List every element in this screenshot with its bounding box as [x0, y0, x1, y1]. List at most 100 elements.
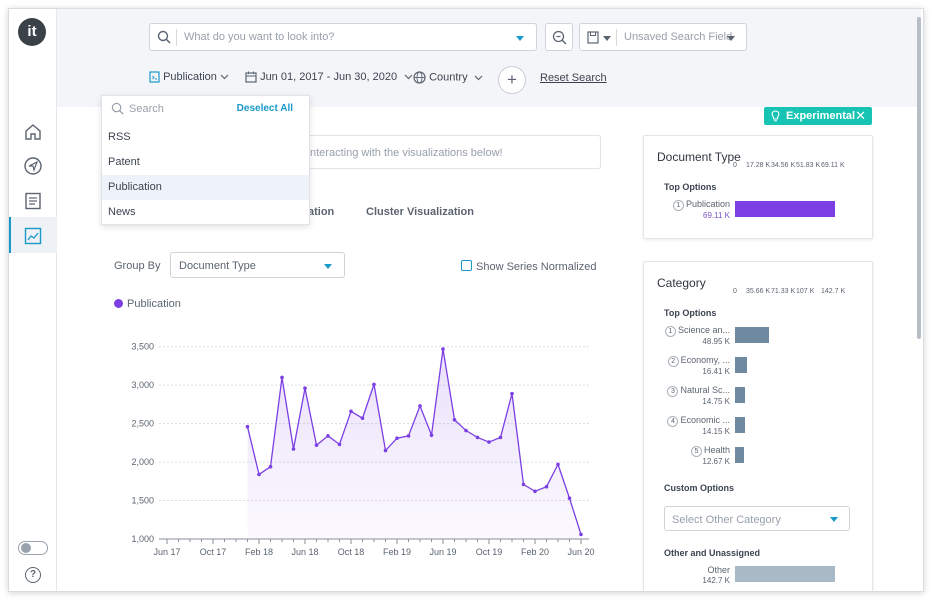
option-name: Health [703, 445, 730, 455]
scale-tick-label: 35.66 K [746, 288, 771, 295]
app-logo[interactable]: it [18, 18, 46, 46]
filter-publication[interactable]: Publication [149, 71, 229, 83]
select-other-category[interactable]: Select Other Category [664, 506, 850, 531]
category-title: Category [657, 276, 706, 290]
option-name: Economic ... [680, 415, 730, 425]
option-label: 1 Publication [664, 199, 730, 211]
option-value: 16.41 K [702, 367, 730, 376]
dropdown-search-input[interactable]: Search Deselect All [102, 96, 309, 122]
help-icon[interactable]: ? [25, 567, 41, 583]
x-tick-label: Oct 19 [476, 547, 503, 557]
publication-timeline-chart[interactable]: 1,000 1,500 2,000 2,500 3,000 3,500 Jun 17 Oct … [99, 329, 599, 561]
data-point [452, 417, 457, 422]
search-input[interactable]: What do you want to look into? [149, 23, 537, 51]
option-label: 2 Economy, ... [664, 355, 730, 367]
option-bar[interactable] [735, 327, 769, 343]
search-header: What do you want to look into? Unsaved S… [57, 9, 921, 107]
scale-tick-label: 17.28 K [746, 162, 771, 169]
series-area [247, 349, 581, 539]
show-series-normalized-checkbox[interactable]: Show Series Normalized [461, 260, 596, 273]
experimental-badge[interactable]: Experimental ✕ [764, 107, 872, 125]
option-bar[interactable] [735, 201, 835, 217]
category-top-options: Top Options [664, 308, 717, 318]
deselect-all-button[interactable]: Deselect All [236, 103, 293, 114]
theme-toggle[interactable] [18, 541, 48, 555]
data-point [349, 409, 353, 414]
save-icon [587, 31, 599, 44]
other-and-unassigned-label: Other and Unassigned [664, 548, 761, 558]
toggle-knob [21, 543, 31, 553]
x-tick-label: Feb 19 [383, 547, 411, 557]
other-label: Other [707, 565, 730, 575]
other-value: 142.7 K [702, 576, 730, 585]
document-list-icon[interactable] [23, 191, 43, 211]
scale-tick-label: 107 K [796, 288, 815, 295]
checkbox-box [461, 260, 472, 271]
option-bar[interactable] [735, 387, 745, 403]
publication-dropdown: Search Deselect All RSS Patent Publicati… [101, 95, 310, 225]
option-value: 48.95 K [702, 337, 730, 346]
nav-active-indicator [9, 217, 57, 253]
chart-analytics-icon[interactable] [23, 226, 43, 246]
data-point [280, 375, 284, 380]
data-point [429, 433, 434, 437]
saved-divider [616, 29, 617, 46]
data-point [418, 404, 422, 408]
vertical-scrollbar[interactable] [917, 17, 921, 339]
data-point [257, 472, 261, 477]
globe-icon [413, 71, 426, 84]
data-point [533, 489, 537, 494]
zoom-search-icon [552, 30, 567, 45]
chevron-down-icon[interactable] [516, 36, 524, 41]
scale-tick-label: 0 [733, 162, 737, 169]
tab-cluster-visualization[interactable]: Cluster Visualization [366, 206, 474, 218]
advanced-search-button[interactable] [545, 23, 573, 51]
chevron-down-icon [603, 36, 611, 41]
x-tick-label: Jun 19 [429, 547, 456, 557]
y-tick-label: 2,500 [131, 419, 154, 429]
data-point [475, 435, 480, 440]
rank-badge: 4 [667, 416, 679, 427]
close-icon[interactable]: ✕ [855, 108, 866, 123]
info-text: nteracting with the visualizations below… [310, 147, 503, 159]
option-label: 5 Health [664, 445, 730, 457]
chart-legend[interactable]: Publication [114, 298, 181, 310]
dropdown-option-patent[interactable]: Patent [108, 156, 140, 168]
filter-country[interactable]: Country [413, 71, 483, 84]
rank-badge: 3 [667, 386, 679, 397]
rank-badge: 2 [667, 356, 679, 367]
y-tick-label: 3,000 [131, 380, 154, 390]
data-point [544, 484, 549, 489]
data-point [556, 462, 560, 467]
option-bar[interactable] [735, 417, 745, 433]
dropdown-option-publication[interactable]: Publication [102, 175, 309, 200]
search-icon [111, 102, 124, 115]
x-tick-label: Oct 17 [200, 547, 227, 557]
document-type-title: Document Type [657, 150, 741, 164]
data-point [314, 443, 319, 447]
filter-date-range[interactable]: Jun 01, 2017 - Jun 30, 2020 [245, 71, 413, 83]
saved-search-field[interactable]: Unsaved Search Field [579, 23, 747, 51]
y-tick-label: 1,500 [131, 496, 154, 506]
reset-search-link[interactable]: Reset Search [540, 72, 607, 84]
home-icon[interactable] [23, 122, 43, 142]
dropdown-option-rss[interactable]: RSS [108, 131, 131, 143]
group-by-select[interactable]: Document Type [170, 252, 345, 278]
add-filter-button[interactable]: + [498, 66, 526, 94]
left-sidebar: it ? [9, 9, 57, 591]
option-bar[interactable] [735, 357, 747, 373]
other-bar[interactable] [735, 566, 835, 582]
calendar-icon [245, 71, 257, 83]
x-tick-label: Feb 18 [245, 547, 273, 557]
experimental-label: Experimental [786, 110, 856, 122]
custom-select-placeholder: Select Other Category [672, 514, 781, 526]
dropdown-option-news[interactable]: News [108, 206, 136, 218]
data-point [268, 464, 273, 469]
category-card: Category 0 35.66 K 71.33 K 107 K 142.7 K Top… [643, 261, 873, 591]
tab-visualization[interactable]: ation [308, 206, 335, 218]
option-bar[interactable] [735, 447, 744, 463]
navigate-icon[interactable] [23, 156, 43, 176]
group-by-value: Document Type [179, 260, 256, 272]
search-placeholder: What do you want to look into? [184, 31, 335, 43]
data-point [337, 442, 342, 447]
